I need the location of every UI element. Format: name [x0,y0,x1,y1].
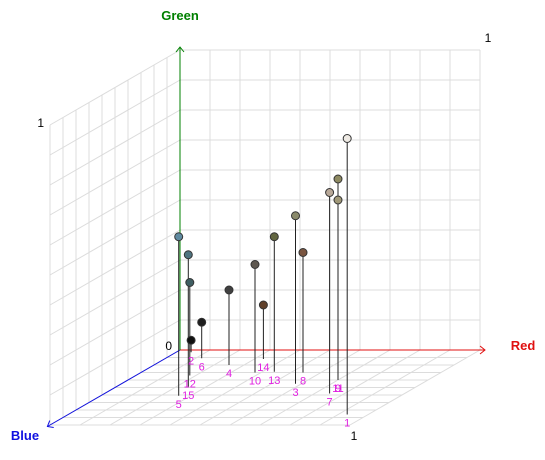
grid-line [49,109,181,186]
grid-line [259,349,391,426]
data-points [174,134,352,345]
point-10 [250,260,260,269]
point-15 [183,250,193,260]
point-12 [185,278,195,287]
grid-line [49,49,181,126]
point-labels: 2 6 14 4 13 8 10 12 911 3 15 7 5 1 [176,355,351,429]
point-1 [342,134,352,143]
green-max-tick-label: 1 [37,116,44,130]
point-9 [333,195,343,205]
blue-axis-arrow [46,420,54,428]
point-label-15: 15 [182,390,194,402]
grid-line [349,349,481,426]
grid-line [319,349,451,426]
point-label-12: 12 [184,379,196,391]
point-label-7: 7 [327,397,333,409]
point-label-3: 3 [292,387,298,399]
red-max-tick-label: 1 [351,429,358,443]
point-8 [298,248,308,257]
grid-line [289,349,421,426]
point-label-11: 11 [332,383,343,395]
point-label-4: 4 [226,368,232,380]
point-4 [224,285,234,295]
green-axis-arrow [175,46,185,53]
blue-axis-title: Blue [11,428,39,443]
drop-lines [178,138,348,415]
point-14 [258,300,268,310]
point-11 [333,174,343,184]
point-label-10: 10 [249,376,261,388]
point-label-9: 9 [335,383,341,395]
red-axis-arrow [479,345,486,355]
grid-line [49,169,181,246]
red-axis-title: Red [511,338,536,353]
point-label-14: 14 [257,362,269,374]
green-axis-title: Green [161,8,199,23]
point-label-5: 5 [176,399,182,411]
point-label-2: 2 [188,355,194,367]
blue-axis [47,349,181,427]
green-back-max-tick-label: 1 [485,31,492,45]
point-label-13: 13 [268,375,280,387]
grid-line [49,79,181,156]
point-6 [197,317,207,327]
point-5 [174,232,184,242]
point-2 [186,335,196,345]
point-3 [291,211,300,221]
axes [46,46,486,428]
point-label-6: 6 [199,361,205,373]
grid-line [49,139,181,216]
point-label-8: 8 [300,376,306,388]
origin-tick-label: 0 [165,339,172,353]
grid-line [49,199,181,276]
point-13 [269,232,279,242]
point-7 [325,188,335,197]
point-label-1: 1 [344,418,350,430]
